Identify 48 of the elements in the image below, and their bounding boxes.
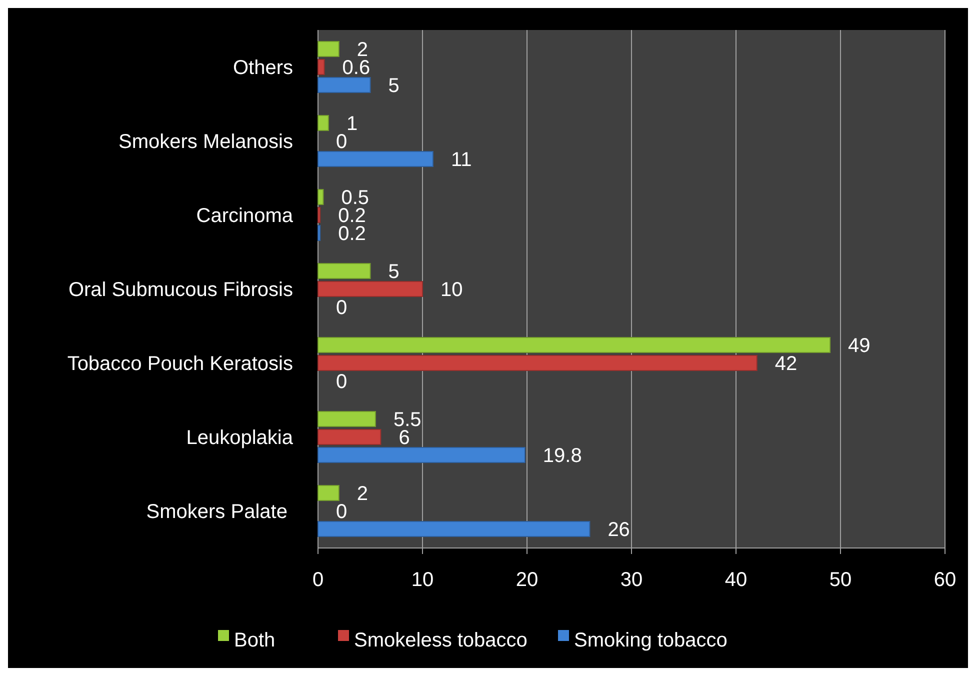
- bar: [318, 263, 371, 279]
- bar: [318, 151, 434, 167]
- data-label: 42: [774, 353, 798, 375]
- legend-label: Both: [234, 629, 276, 652]
- data-label: 10: [440, 279, 463, 301]
- bar: [318, 429, 382, 445]
- data-label: 1: [346, 113, 358, 135]
- x-tick-label: 10: [411, 569, 434, 591]
- bar: [318, 41, 340, 57]
- data-label: 11: [450, 149, 472, 171]
- bar: [318, 115, 329, 131]
- legend-label: Smoking tobacco: [574, 629, 728, 652]
- legend-label: Smokeless tobacco: [354, 629, 528, 652]
- bar: [318, 355, 758, 371]
- bar: [318, 521, 590, 537]
- x-tick-label: 40: [724, 569, 748, 591]
- bar: [318, 485, 340, 501]
- bar: [318, 447, 526, 463]
- y-tick-label: Tobacco Pouch Keratosis: [67, 353, 293, 375]
- y-tick-label: Smokers Melanosis: [118, 131, 293, 153]
- bar: [318, 59, 325, 75]
- data-label: 0: [336, 371, 348, 393]
- x-tick-label: 60: [934, 569, 956, 591]
- bar: [318, 225, 321, 241]
- data-label: 0: [336, 131, 348, 153]
- bar: [318, 189, 324, 205]
- y-tick-label: Leukoplakia: [186, 427, 294, 449]
- bar: [318, 337, 831, 353]
- data-label: 19.8: [542, 445, 582, 467]
- y-tick-label: Others: [232, 57, 293, 79]
- x-tick-label: 50: [829, 569, 852, 591]
- y-tick-label: Carcinoma: [196, 205, 294, 227]
- x-tick-label: 0: [312, 569, 324, 591]
- data-label: 5: [388, 261, 400, 283]
- data-label: 26: [608, 519, 630, 541]
- bar: [318, 77, 371, 93]
- data-label: 5: [388, 75, 400, 97]
- data-label: 0: [336, 501, 348, 523]
- bar: [318, 411, 376, 427]
- data-label: 49: [848, 335, 870, 357]
- y-tick-label: Smokers Palate: [146, 501, 293, 523]
- data-label: 2: [356, 483, 368, 505]
- bar: [318, 281, 423, 297]
- data-label: 0: [336, 297, 348, 319]
- y-tick-label: Oral Submucous Fibrosis: [68, 279, 293, 301]
- bar: [318, 207, 321, 223]
- x-tick-label: 30: [620, 569, 643, 591]
- x-tick-label: 20: [516, 569, 538, 591]
